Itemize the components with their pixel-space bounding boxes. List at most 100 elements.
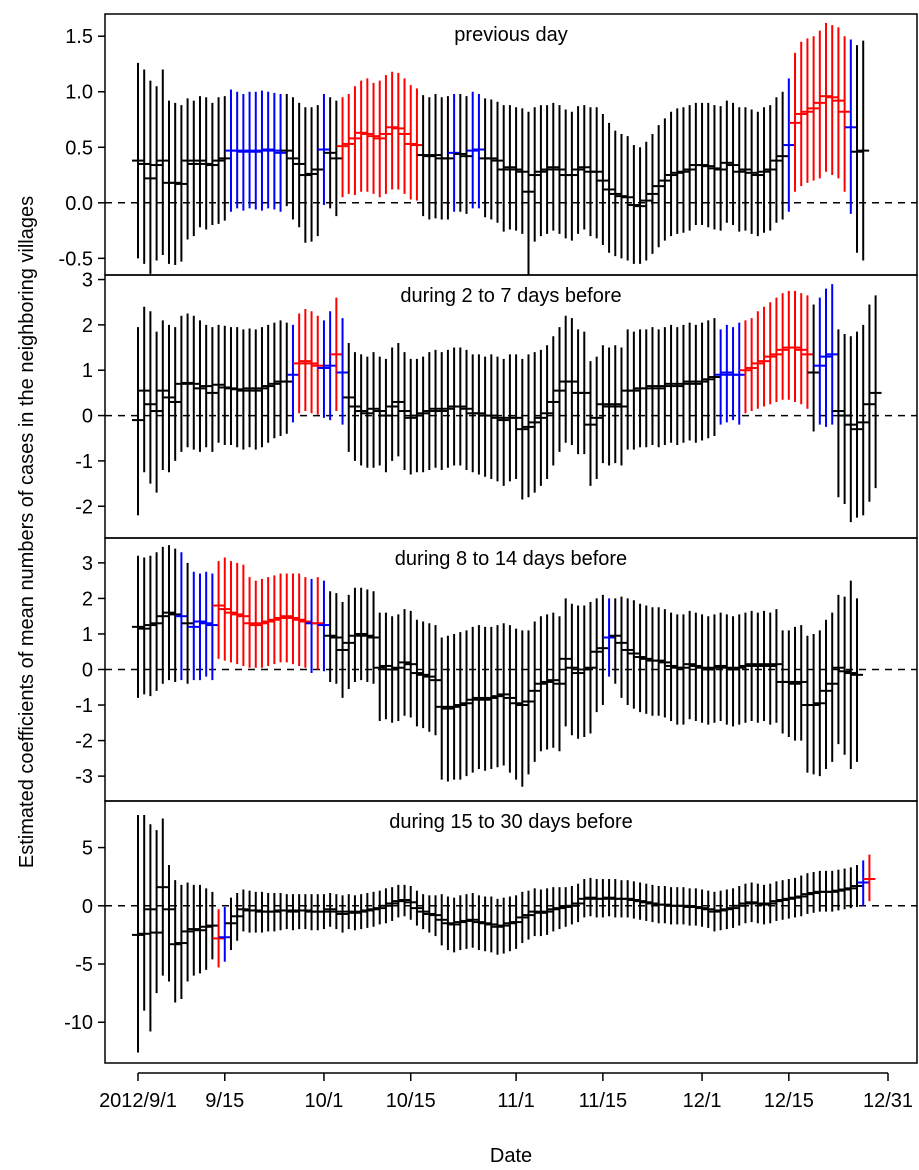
estimate-point [572, 329, 585, 455]
estimate-point [305, 107, 318, 242]
estimate-point [652, 125, 665, 248]
estimate-point [516, 108, 529, 234]
estimate-point [745, 318, 758, 412]
estimate-point [324, 591, 337, 682]
estimate-point [857, 40, 870, 261]
estimate-point [206, 573, 219, 681]
y-tick-label: 3 [82, 553, 93, 575]
estimate-point [609, 130, 622, 257]
x-tick-label: 12/31 [863, 1090, 913, 1112]
estimate-point [857, 860, 870, 906]
estimate-point [162, 545, 175, 681]
estimate-point [286, 573, 299, 665]
estimate-point [578, 331, 591, 455]
estimate-point [683, 322, 696, 441]
estimate-point [665, 612, 678, 722]
estimate-point [367, 591, 380, 684]
x-axis: 2012/9/1 9/15 10/1 10/15 11/1 11/15 12/1 12/15 1… [99, 1072, 913, 1112]
estimate-point [355, 80, 368, 192]
estimate-point [460, 349, 473, 470]
estimate-point [627, 600, 640, 709]
estimate-point [392, 884, 405, 918]
estimate-point [305, 578, 318, 674]
estimate-point [764, 883, 777, 924]
estimate-point [708, 614, 721, 723]
estimate-point [162, 865, 175, 982]
estimate-point [429, 349, 442, 468]
estimate-point [801, 38, 814, 183]
estimate-point [355, 587, 368, 681]
estimate-point [231, 892, 244, 941]
estimate-point [224, 897, 237, 951]
estimate-point [181, 313, 194, 448]
estimate-point [299, 577, 312, 668]
estimate-point [720, 100, 733, 223]
estimate-point [590, 356, 603, 480]
estimate-point [658, 886, 671, 924]
estimate-point [286, 324, 299, 423]
estimate-point [832, 594, 845, 745]
estimate-point [361, 892, 374, 928]
estimate-point [249, 580, 262, 668]
estimate-point [727, 616, 740, 727]
panel-title: during 2 to 7 days before [400, 285, 621, 307]
estimate-point [243, 328, 256, 448]
estimate-point [317, 93, 330, 206]
estimate-point [844, 39, 857, 214]
estimate-point [733, 614, 746, 725]
estimate-point [243, 577, 256, 668]
estimate-point [441, 896, 454, 951]
estimate-point [392, 72, 405, 190]
estimate-point [150, 552, 163, 691]
estimate-point [379, 358, 392, 473]
estimate-point [646, 884, 659, 923]
estimate-point [758, 107, 771, 233]
estimate-point [696, 322, 709, 441]
estimate-point [559, 598, 572, 727]
estimate-point [466, 892, 479, 948]
estimate-point [547, 612, 560, 748]
estimate-point [720, 889, 733, 930]
estimate-point [553, 616, 566, 752]
estimate-point [565, 111, 578, 241]
estimate-point [751, 612, 764, 723]
estimate-point [181, 98, 194, 240]
estimate-point [510, 354, 523, 480]
estimate-point [572, 883, 585, 923]
estimate-point [795, 293, 808, 405]
estimate-point [720, 324, 733, 423]
estimate-point [472, 625, 485, 770]
estimate-point [274, 320, 287, 436]
estimate-point [249, 91, 262, 210]
estimate-point [361, 589, 374, 682]
estimate-point [200, 324, 213, 448]
estimate-point [224, 327, 237, 446]
estimate-point [851, 865, 864, 907]
estimate-point [572, 106, 585, 234]
estimate-point [441, 635, 454, 782]
estimate-point [497, 623, 510, 766]
estimate-point [336, 601, 349, 698]
estimate-point [255, 90, 268, 211]
x-tick-label: 10/1 [304, 1090, 343, 1112]
estimate-point [472, 93, 485, 209]
estimate-point [410, 890, 423, 926]
x-tick-label: 12/15 [764, 1090, 814, 1112]
estimate-point [764, 105, 777, 231]
estimate-point [132, 555, 144, 698]
estimate-point [324, 892, 337, 927]
estimate-point [324, 311, 337, 421]
estimate-point [324, 97, 337, 209]
estimate-point [429, 625, 442, 736]
y-tick-label: -0.5 [59, 248, 93, 270]
estimate-point [807, 304, 820, 432]
y-tick-label: 5 [82, 838, 93, 860]
estimate-point [348, 587, 361, 682]
estimate-point [739, 107, 752, 231]
estimate-point [584, 877, 597, 917]
estimate-point [590, 107, 603, 239]
estimate-point [231, 327, 244, 448]
estimate-point [813, 630, 826, 777]
estimate-point [355, 354, 368, 466]
estimate-point [132, 814, 144, 1053]
